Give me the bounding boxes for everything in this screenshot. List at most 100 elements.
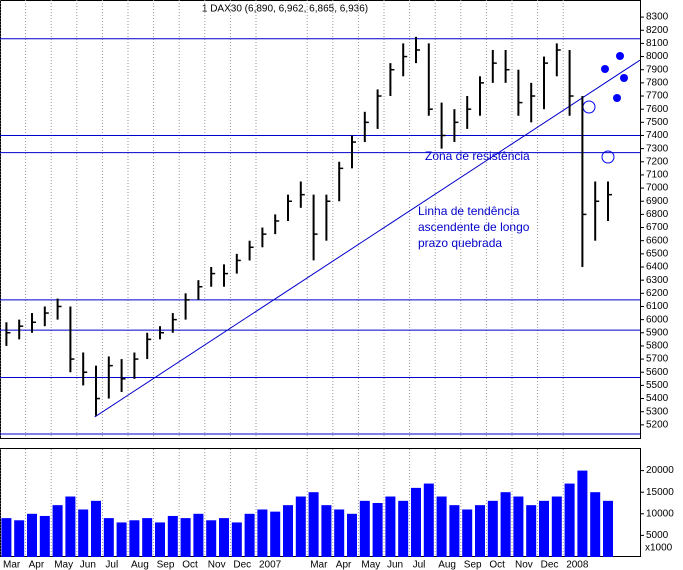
y-tick-label: 7900 (646, 64, 669, 75)
volume-bar (308, 492, 319, 557)
annotation: prazo quebrada (418, 236, 502, 250)
y-tick-label: 6000 (646, 314, 669, 325)
x-tick-label: Dec (541, 560, 559, 570)
volume-bar (347, 513, 357, 557)
x-tick-label: 2007 (259, 560, 282, 570)
volume-bar (283, 505, 293, 557)
y-tick-label: 6400 (646, 262, 669, 273)
y-tick-label: 10000 (646, 508, 674, 519)
marker-dot (613, 94, 621, 102)
volume-bar (577, 470, 588, 557)
markers (601, 52, 628, 102)
y-tick-label: 5200 (646, 419, 669, 430)
y-tick-label: 7500 (646, 117, 669, 128)
volume-bar (590, 492, 601, 557)
volume-bar (334, 509, 345, 557)
marker-dot (601, 65, 609, 73)
volume-bar (500, 492, 511, 557)
y-tick-label: 5400 (646, 393, 669, 404)
y-tick-label: 6300 (646, 275, 669, 286)
volume-bar (270, 511, 281, 557)
smiley (601, 150, 615, 164)
volume-bar (219, 518, 229, 557)
volume-bar (551, 496, 562, 557)
price-frame (0, 0, 641, 439)
x-tick-label: Sep (157, 560, 175, 570)
volume-bar (526, 505, 537, 557)
volume-bar (1, 518, 12, 557)
volume-bar (206, 520, 217, 557)
volume-bar (295, 496, 306, 557)
volume-bar (462, 509, 473, 557)
volume-bar (116, 522, 127, 557)
x-tick-label: Oct (182, 560, 198, 570)
chart-title: 1 DAX30 (6,890, 6,962, 6,865, 6,936) (202, 4, 368, 15)
y-tick-label: 7200 (646, 156, 669, 167)
y-tick-label: 7400 (646, 130, 669, 141)
y-tick-label: 7800 (646, 78, 669, 89)
volume-bar (39, 515, 50, 557)
x-tick-label: Mar (3, 560, 21, 570)
y-tick-label: 8200 (646, 25, 669, 36)
volume-bar (257, 509, 268, 557)
volume-bar (385, 496, 396, 557)
x-tick-label: May (361, 560, 380, 570)
y-tick-label: 7000 (646, 183, 669, 194)
y-tick-label: 8300 (646, 12, 669, 23)
volume-bar (52, 505, 63, 557)
marker-dot (616, 52, 624, 60)
x-tick-label: Oct (489, 560, 505, 570)
y-tick-label: 5600 (646, 367, 669, 378)
x-tick-label: Mar (310, 560, 328, 570)
y-tick-label: 7100 (646, 170, 669, 181)
x-tick-label: May (54, 560, 73, 570)
volume-bar (513, 496, 524, 557)
y-tick-label: 7700 (646, 91, 669, 102)
x-tick-label: Nov (208, 560, 226, 570)
volume-frame (0, 448, 641, 557)
x-tick-label: Jul (413, 560, 426, 570)
trend-line (94, 59, 641, 418)
volume-bar (167, 515, 178, 557)
annotation: Zona de resistência (425, 149, 530, 163)
annotation: ascendente de longo (418, 220, 530, 234)
x-tick-label: Aug (131, 560, 149, 570)
y-tick-label: 6500 (646, 248, 669, 259)
volume-bar (231, 522, 242, 557)
y-tick-label: 5800 (646, 341, 669, 352)
y-tick-label: 7600 (646, 104, 669, 115)
volume-bar (449, 505, 460, 557)
y-tick-label: 7300 (646, 143, 669, 154)
volume-bar (129, 520, 140, 557)
y-tick-label: 5500 (646, 380, 669, 391)
volume-bar (91, 500, 101, 557)
volume-bar (14, 520, 25, 557)
volume-bar (564, 483, 575, 557)
x-tick-label: Apr (29, 560, 45, 570)
y-tick-label: 6600 (646, 235, 669, 246)
x-tick-label: Jul (105, 560, 118, 570)
y-tick-label: 6100 (646, 301, 669, 312)
y-tick-label: 6800 (646, 209, 669, 220)
volume-bar (193, 513, 204, 557)
x-tick-label: Aug (438, 560, 456, 570)
volume-bar (436, 496, 447, 557)
volume-bar (321, 505, 332, 557)
y-tick-label: 5700 (646, 354, 669, 365)
volume-bar (103, 518, 114, 557)
y-tick-label: 6700 (646, 222, 669, 233)
x-tick-label: Sep (464, 560, 482, 570)
marker-dot (620, 74, 628, 82)
volume-bar (142, 518, 153, 557)
y-tick-label: 8000 (646, 51, 669, 62)
x-tick-label: 2008 (566, 560, 589, 570)
volume-bar (359, 500, 370, 557)
smileys (582, 100, 615, 164)
x-tick-label: Jun (387, 560, 403, 570)
y-tick-label: 5900 (646, 327, 669, 338)
y-tick-label: 5300 (646, 406, 669, 417)
volume-bar (244, 513, 255, 557)
volume-bar (539, 500, 549, 557)
volume-bar (475, 505, 485, 557)
